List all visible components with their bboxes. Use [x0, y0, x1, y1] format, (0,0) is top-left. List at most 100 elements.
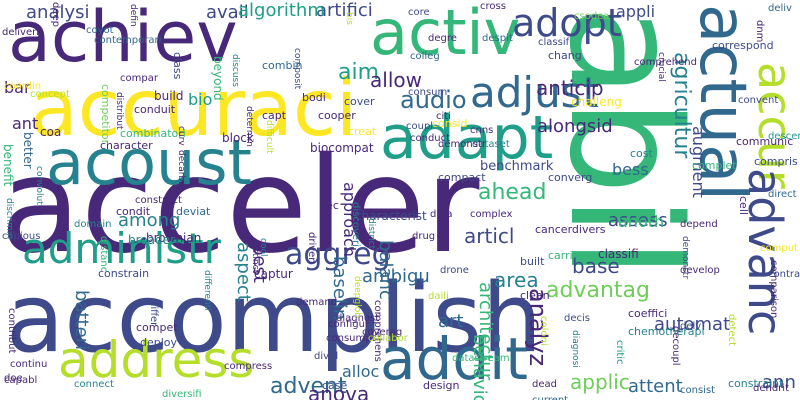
word-among: among [118, 210, 181, 231]
word-contribut: contribut [6, 308, 17, 354]
word-acceler: acceler [0, 129, 480, 283]
word-compris: compris [754, 155, 798, 168]
word-demonstr: demonstr [680, 236, 690, 280]
word-daili: daili [428, 291, 449, 302]
word-aim: aim [338, 60, 380, 85]
word-develop: develop [680, 265, 720, 276]
word-critic: critic [614, 340, 625, 365]
word-correspond: correspond [712, 39, 774, 52]
word-compar: compar [120, 73, 158, 84]
word-current: current [532, 396, 568, 400]
word-combin: combin [262, 59, 303, 72]
word-deliveri: deliveri [2, 27, 40, 38]
word-applic: applic [570, 370, 630, 394]
word-difficult: difficult [264, 120, 274, 154]
word-demand: demand [296, 297, 338, 308]
word-cost: cost [630, 147, 653, 160]
word-capabl: capabl [4, 375, 38, 386]
word-complex: complex [470, 209, 513, 220]
word-coyot: coyot [86, 25, 114, 36]
word-benefit: benefit [1, 144, 15, 187]
word-distanc: distanc [98, 236, 109, 273]
word-collabor: collabor [368, 333, 408, 344]
word-classifi: classifi [598, 247, 639, 261]
word-discoveri: discoveri [350, 202, 361, 247]
word-chang: chang [548, 49, 582, 62]
word-artifici: artifici [316, 0, 373, 21]
word-deep: deep [50, 2, 61, 27]
word-deliv: deliv [768, 3, 792, 14]
word-cell: cell [737, 196, 750, 215]
word-continu: continu [10, 359, 48, 370]
word-block: block [222, 131, 254, 145]
word-cooper: cooper [318, 109, 356, 122]
word-constraint: constraint [728, 377, 784, 390]
word-competitor: competitor [99, 84, 112, 145]
word-contrast: contrast [768, 269, 800, 280]
word-divid: divid [314, 351, 339, 362]
word-articl: articl [464, 224, 515, 248]
word-diagnost: diagnost [336, 313, 380, 324]
word-degre: degre [428, 33, 457, 44]
word-coa: coa [40, 125, 62, 139]
word-deviat: deviat [176, 205, 211, 218]
word-decis: decis [564, 313, 590, 324]
word-ann: ann [762, 372, 796, 393]
word-biocompat: biocompat [310, 141, 374, 155]
word-domain: domain [74, 219, 112, 230]
word-consist: consist [680, 385, 716, 396]
word-design: design [423, 379, 460, 392]
word-baselin: baselin [329, 256, 350, 321]
word-diversifi: diversifi [162, 389, 202, 400]
word-depend: depend [680, 219, 718, 230]
word-coverag: coverag [362, 327, 403, 338]
word-complet: complet [692, 159, 737, 172]
word-district: district [366, 218, 376, 250]
word-batteri: batteri [71, 290, 92, 351]
word-delv: delv [680, 321, 702, 332]
word-automat: automat [654, 314, 731, 335]
word-cover: cover [344, 95, 375, 108]
word-curv: curv [176, 126, 186, 146]
word-built: built [520, 255, 545, 268]
word-dataset: dataset [472, 139, 510, 150]
word-convent: convent [738, 95, 779, 106]
word-chemotherapi: chemotherapi [628, 325, 705, 338]
word-anova: anova [308, 382, 370, 400]
word-bodi: bodi [302, 91, 326, 104]
word-ambigu: ambigu [362, 266, 430, 287]
word-deepglob: deepglob [352, 276, 362, 318]
word-aggreg: aggreg [285, 237, 391, 272]
word-achiev: achiev [8, 0, 238, 78]
word-challeng: challeng [571, 95, 622, 109]
word-bar: bar [4, 78, 31, 97]
word-carri: carri [548, 249, 573, 262]
word-audio: audio [400, 86, 467, 114]
word-advantag: advantag [546, 278, 650, 303]
word-determin: determin [244, 106, 254, 147]
word-character: character [100, 139, 153, 152]
word-advent: advent [270, 374, 347, 399]
word-colleg: colleg [410, 51, 440, 62]
word-bis: bis [344, 12, 354, 25]
word-combinatori: combinatori [120, 127, 186, 140]
word-class: class [171, 52, 184, 80]
word-contemporari: contemporari [94, 35, 162, 46]
word-distribut: distribut [114, 92, 124, 130]
word-distinct: distinct [250, 240, 260, 274]
word-conduct: conduct [410, 133, 451, 144]
word-compact: compact [438, 171, 486, 184]
word-connect: connect [74, 379, 114, 390]
word-ant: ant [12, 114, 39, 133]
word-compet: compet [136, 321, 178, 334]
word-accuraci: accuraci [30, 64, 358, 154]
word-administr: administr [22, 224, 221, 273]
word-analysi: analysi [26, 2, 90, 23]
word-consumpt: consumpt [326, 333, 376, 344]
word-assess: assess [608, 210, 668, 231]
word-accomplish: accomplish [6, 264, 543, 374]
word-despit: despit [482, 33, 513, 44]
word-crucial: crucial [656, 52, 666, 82]
word-core: core [408, 7, 430, 18]
